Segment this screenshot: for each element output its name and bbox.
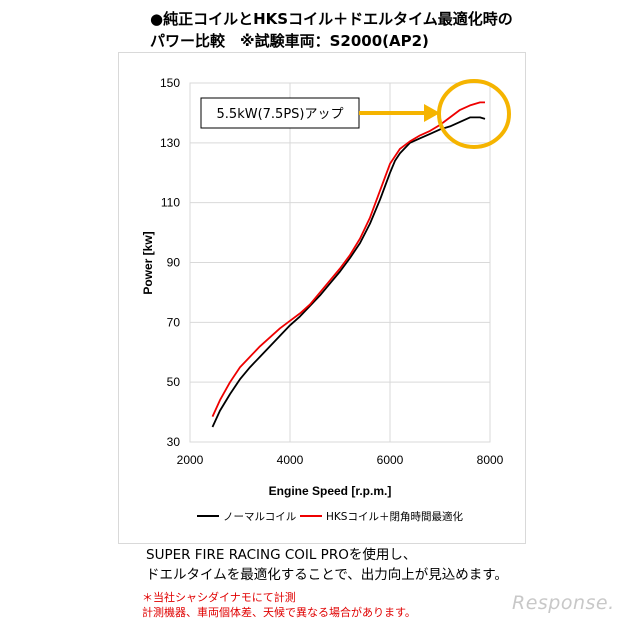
note: ＊当社シャシダイナモにて計測 計測機器、車両個体差、天候で異なる場合があります。 [142, 590, 542, 620]
annotation-text: 5.5kW(7.5PS)アップ [217, 107, 344, 122]
x-tick-label: 8000 [477, 453, 504, 467]
description-line-1: SUPER FIRE RACING COIL PROを使用し、 [146, 547, 417, 563]
description: SUPER FIRE RACING COIL PROを使用し、 ドエルタイムを最… [146, 545, 626, 585]
note-line-1: ＊当社シャシダイナモにて計測 [142, 591, 296, 604]
x-tick-label: 6000 [377, 453, 404, 467]
tick-labels: 30 50 70 90 110 130 150 2000 4000 6000 8000 [160, 76, 504, 467]
annotation-arrow-head [424, 104, 440, 122]
annotation-group: 5.5kW(7.5PS)アップ [200, 79, 511, 149]
y-tick-label: 150 [160, 76, 180, 90]
y-tick-label: 50 [167, 375, 181, 389]
x-tick-label: 2000 [177, 453, 204, 467]
chart-title: ●純正コイルとHKSコイル＋ドエルタイム最適化時の パワー比較 ※試験車両：S2… [150, 8, 630, 52]
x-tick-label: 4000 [277, 453, 304, 467]
legend-label: ノーマルコイル [223, 511, 296, 523]
y-tick-label: 70 [167, 315, 181, 329]
y-tick-label: 90 [167, 256, 181, 270]
highlight-circle [437, 79, 511, 149]
y-tick-label: 130 [160, 136, 180, 150]
legend-label: HKSコイル＋閉角時間最適化 [326, 510, 463, 523]
x-axis-label: Engine Speed [r.p.m.] [269, 484, 392, 498]
legend: ノーマルコイル HKSコイル＋閉角時間最適化 [197, 510, 463, 523]
y-axis-label: Power [kw] [141, 231, 155, 294]
note-line-2: 計測機器、車両個体差、天候で異なる場合があります。 [142, 606, 416, 619]
series-lines [211, 101, 486, 428]
title-line-1: ●純正コイルとHKSコイル＋ドエルタイム最適化時の [150, 10, 513, 28]
y-tick-label: 30 [167, 435, 181, 449]
plot-area [189, 82, 491, 443]
title-line-2: パワー比較 ※試験車両：S2000(AP2) [150, 32, 429, 50]
hks-coil-line [211, 101, 485, 417]
y-tick-label: 110 [161, 196, 180, 210]
chart-panel [118, 52, 526, 544]
response-logo: Response. [512, 592, 615, 614]
normal-coil-line [211, 116, 486, 428]
description-line-2: ドエルタイムを最適化することで、出力向上が見込めます。 [146, 567, 508, 583]
